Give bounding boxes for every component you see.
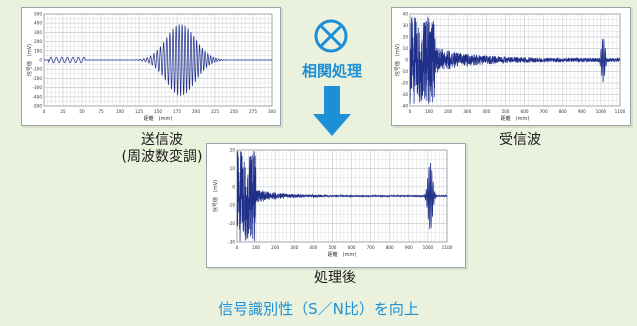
- y-tick-label: 20: [403, 35, 409, 40]
- x-tick-label: 900: [578, 109, 586, 114]
- sent-wave-caption-line1: 送信波: [141, 132, 183, 148]
- y-tick-label: -20: [228, 221, 235, 226]
- y-tick-label: -40: [401, 104, 408, 109]
- received-wave-caption: 受信波: [499, 132, 541, 148]
- x-axis-label: 距離 (mm): [328, 251, 357, 258]
- y-tick-label: 0: [39, 58, 42, 63]
- x-axis-label: 距離 (mm): [501, 115, 530, 122]
- footer-text: 信号識別性（S／N比）を向上: [218, 300, 419, 318]
- y-tick-label: 30: [403, 23, 409, 28]
- x-axis-label: 距離 (mm): [144, 115, 173, 122]
- x-tick-label: 800: [559, 109, 567, 114]
- y-tick-label: 40: [403, 12, 409, 17]
- x-tick-label: 0: [236, 245, 239, 250]
- y-tick-label: 100: [34, 48, 42, 53]
- y-tick-label: -30: [401, 92, 408, 97]
- x-tick-label: 600: [521, 109, 529, 114]
- processed-wave-caption: 処理後: [314, 270, 356, 286]
- y-tick-label: -10: [401, 69, 408, 74]
- y-tick-label: -20: [401, 81, 408, 86]
- y-axis-label: 信号値 (mV): [394, 44, 401, 76]
- x-tick-label: 125: [135, 109, 143, 114]
- sent-wave-chart: 500 400 300 200 100 0 -100 -200 -300 -400 -500 0 25 5…: [21, 7, 281, 126]
- x-tick-label: 900: [405, 245, 413, 250]
- waveform-trace: [236, 150, 448, 242]
- down-arrow-icon: [311, 86, 353, 138]
- y-axis-label: 信号値 (mV): [212, 180, 219, 212]
- x-tick-label: 400: [482, 109, 490, 114]
- x-tick-label: 600: [348, 245, 356, 250]
- x-tick-label: 700: [540, 109, 548, 114]
- x-tick-label: 0: [43, 109, 46, 114]
- y-tick-label: -400: [32, 94, 42, 99]
- correlation-label: 相関処理: [301, 62, 362, 80]
- y-tick-label: -10: [228, 203, 235, 208]
- x-tick-label: 0: [409, 109, 412, 114]
- x-tick-label: 50: [79, 109, 85, 114]
- x-tick-label: 150: [154, 109, 162, 114]
- y-tick-label: 10: [230, 166, 236, 171]
- y-tick-label: 0: [232, 184, 235, 189]
- y-tick-label: -30: [228, 240, 235, 245]
- x-tick-label: 100: [116, 109, 124, 114]
- waveform-trace: [409, 16, 621, 104]
- x-tick-label: 200: [192, 109, 200, 114]
- x-tick-label: 1000: [596, 109, 607, 114]
- y-tick-label: 0: [405, 58, 408, 63]
- x-tick-label: 400: [309, 245, 317, 250]
- processed-wave-chart: 20 10 0 -10 -20 -30 0 100 200 300 400 500 600 700 800 9…: [206, 143, 466, 268]
- x-tick-label: 1100: [442, 245, 453, 250]
- x-tick-label: 200: [271, 245, 279, 250]
- x-tick-label: 300: [463, 109, 471, 114]
- x-tick-label: 100: [425, 109, 433, 114]
- waveform-trace: [44, 24, 272, 96]
- x-tick-label: 175: [173, 109, 181, 114]
- x-tick-label: 25: [60, 109, 66, 114]
- x-tick-label: 275: [249, 109, 257, 114]
- x-tick-label: 225: [211, 109, 219, 114]
- x-tick-label: 1100: [615, 109, 626, 114]
- y-tick-label: -100: [32, 67, 42, 72]
- x-tick-label: 200: [444, 109, 452, 114]
- x-tick-label: 75: [98, 109, 104, 114]
- y-tick-label: -200: [32, 76, 42, 81]
- y-tick-label: 500: [34, 12, 42, 17]
- y-tick-label: -300: [32, 85, 42, 90]
- x-tick-label: 300: [290, 245, 298, 250]
- x-tick-label: 500: [328, 245, 336, 250]
- x-tick-label: 100: [252, 245, 260, 250]
- correlation-operator-icon: [313, 18, 349, 54]
- sent-wave-caption: 送信波 (周波数変調): [92, 132, 232, 166]
- sent-wave-caption-line2: (周波数変調): [121, 149, 203, 165]
- y-tick-label: 300: [34, 30, 42, 35]
- x-tick-label: 800: [386, 245, 394, 250]
- x-tick-label: 1000: [423, 245, 434, 250]
- y-tick-label: 10: [403, 46, 409, 51]
- y-tick-label: -500: [32, 104, 42, 109]
- x-tick-label: 500: [501, 109, 509, 114]
- x-tick-label: 250: [230, 109, 238, 114]
- y-tick-label: 20: [230, 148, 236, 153]
- y-axis-label: 信号値 (mV): [26, 44, 33, 76]
- y-tick-label: 200: [34, 39, 42, 44]
- y-tick-label: 400: [34, 21, 42, 26]
- x-tick-label: 700: [367, 245, 375, 250]
- x-tick-label: 300: [268, 109, 276, 114]
- received-wave-chart: 40 30 20 10 0 -10 -20 -30 -40 0 100 200 300 400 500 600…: [391, 7, 631, 126]
